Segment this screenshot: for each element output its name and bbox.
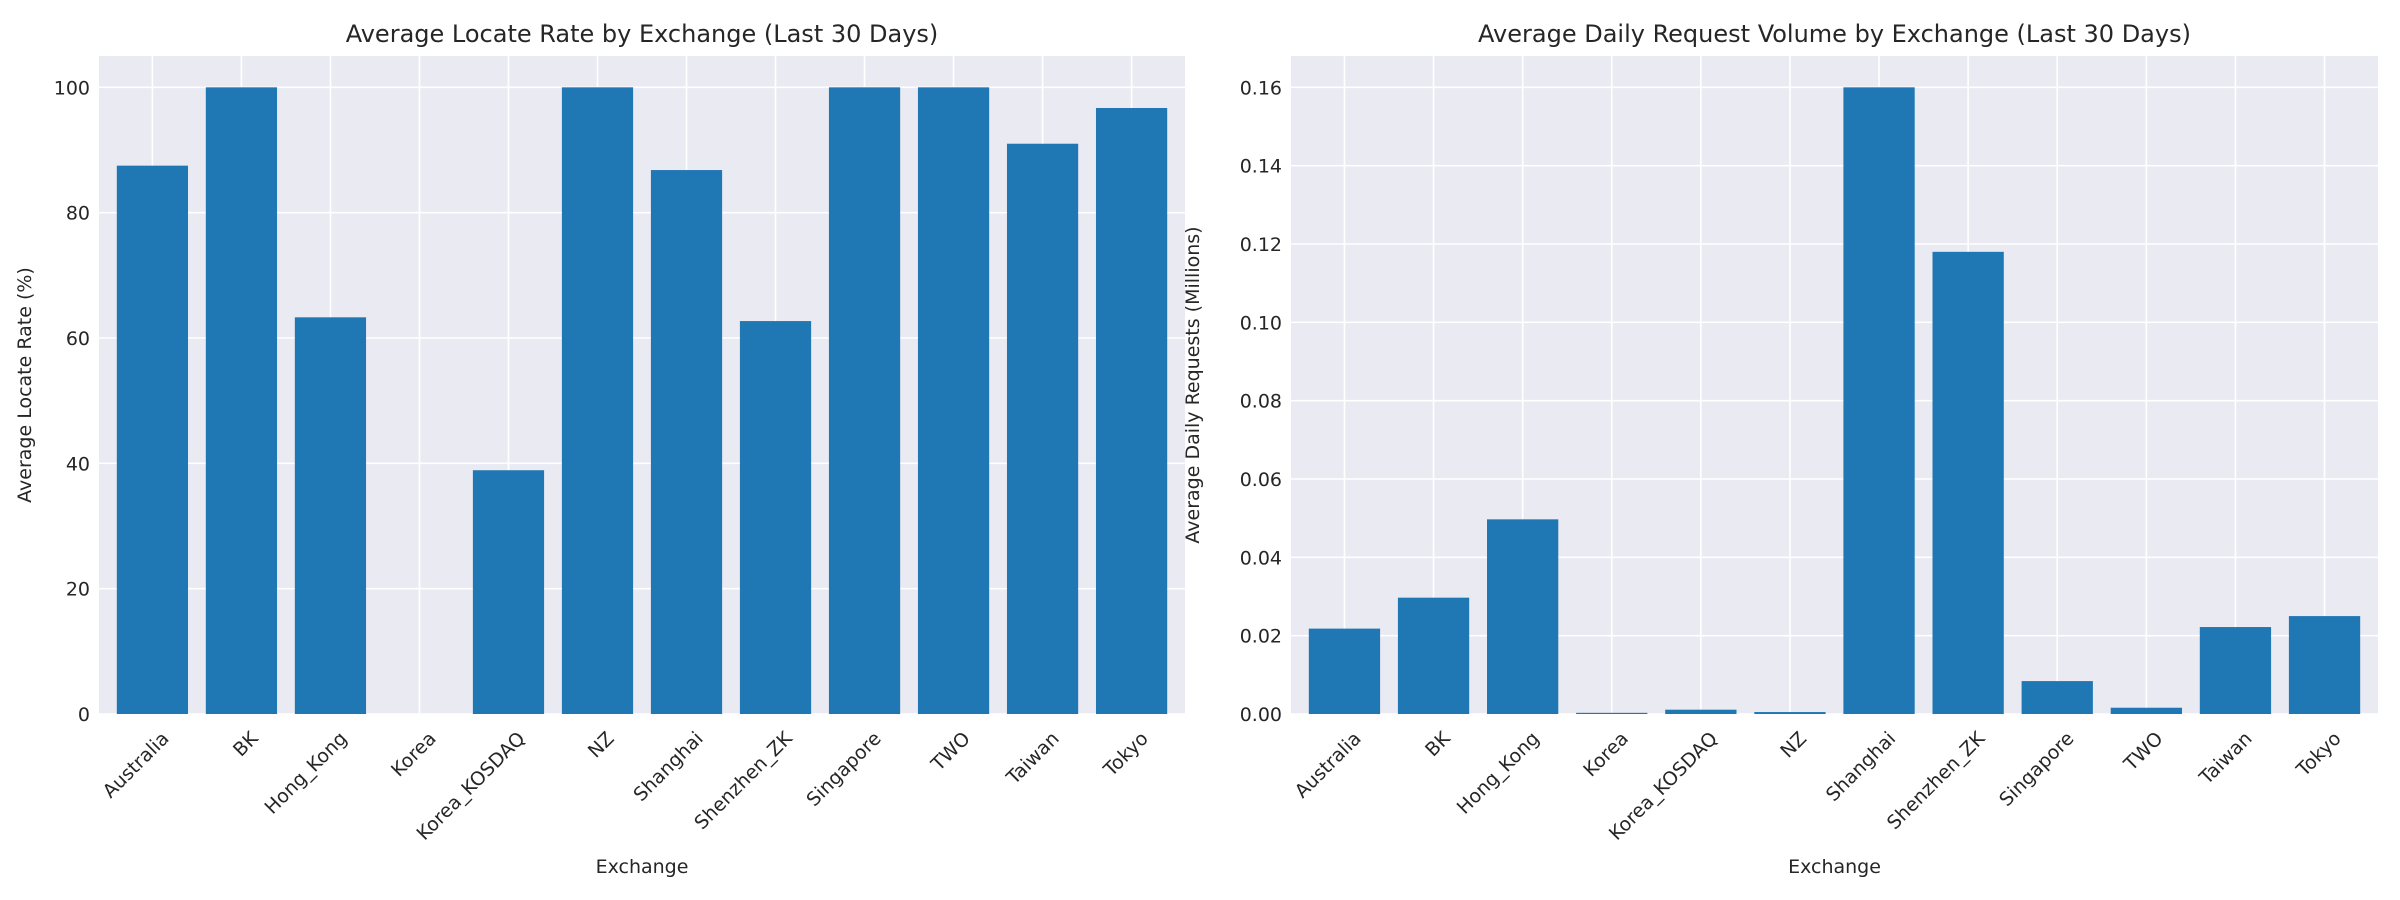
bar <box>650 170 723 714</box>
x-tick-label: Tokyo <box>1099 728 1153 782</box>
x-tick-label: Australia <box>1291 728 1366 803</box>
x-tick-label: Singapore <box>1995 728 2078 811</box>
x-tick-label: Shanghai <box>629 728 707 806</box>
x-tick-label: Korea <box>1579 728 1633 782</box>
bar <box>828 87 901 715</box>
bar <box>294 317 367 714</box>
y-tick-label: 0 <box>78 704 90 726</box>
x-tick-label: NZ <box>584 728 619 763</box>
bar <box>2110 707 2182 714</box>
bar <box>2021 681 2093 714</box>
request-volume-chart: 0.00 0.02 0.04 0.06 0.08 0.10 0.12 0.14 0.16 Aust… <box>1182 20 2378 878</box>
x-tick-label: BK <box>229 727 263 761</box>
bar <box>1095 108 1168 715</box>
x-tick-label: Hong_Kong <box>261 728 352 819</box>
y-tick-label: 0.12 <box>1240 234 1282 256</box>
bar <box>1397 597 1470 714</box>
bar <box>2288 616 2361 714</box>
x-tick-label: TWO <box>2119 728 2167 776</box>
bar <box>1006 143 1079 714</box>
y-tick-label: 0.02 <box>1240 626 1282 648</box>
chart-title: Average Locate Rate by Exchange (Last 30… <box>346 20 939 48</box>
bar <box>739 321 812 714</box>
y-tick-label: 80 <box>66 203 90 225</box>
x-tick-label: Australia <box>99 728 174 803</box>
bar <box>1487 519 1559 714</box>
x-tick-label: Singapore <box>802 728 885 811</box>
y-tick-label: 20 <box>66 579 90 601</box>
x-tick-label: NZ <box>1776 728 1811 763</box>
bar <box>472 470 545 714</box>
y-tick-label: 60 <box>66 328 90 350</box>
y-tick-label: 40 <box>66 453 90 475</box>
x-tick-label: Taiwan <box>1002 728 1064 790</box>
plot-background <box>99 56 1185 714</box>
y-tick-label: 0.04 <box>1240 547 1282 569</box>
y-axis-label: Average Daily Requests (Millions) <box>1182 226 1204 543</box>
bar <box>1932 251 2004 715</box>
x-axis-label: Exchange <box>1788 856 1881 878</box>
x-axis-label: Exchange <box>596 856 689 878</box>
y-tick-label: 0.08 <box>1240 391 1282 413</box>
x-tick-label: Tokyo <box>2292 728 2346 782</box>
y-tick-label: 100 <box>54 77 90 99</box>
chart-title: Average Daily Request Volume by Exchange… <box>1478 20 2191 48</box>
bar <box>205 87 278 715</box>
y-tick-label: 0.14 <box>1240 156 1282 178</box>
bar <box>1754 712 1826 714</box>
bar <box>561 87 634 715</box>
x-tick-label: TWO <box>926 728 974 776</box>
x-tick-label: Korea <box>387 728 441 782</box>
y-tick-label: 0.16 <box>1240 77 1282 99</box>
x-tick-label: BK <box>1421 727 1455 761</box>
bar <box>2199 627 2272 714</box>
bar <box>1308 628 1381 714</box>
bar <box>917 87 990 715</box>
bar <box>116 165 189 714</box>
bar <box>1843 87 1915 715</box>
y-axis-label: Average Locate Rate (%) <box>14 267 36 503</box>
y-tick-label: 0.10 <box>1240 312 1282 334</box>
x-tick-label: Taiwan <box>2195 728 2257 790</box>
x-tick-label: Shanghai <box>1822 728 1900 806</box>
bar <box>1576 712 1648 714</box>
y-tick-label: 0.06 <box>1240 469 1282 491</box>
y-tick-label: 0.00 <box>1240 704 1282 726</box>
bar <box>1665 709 1737 714</box>
x-tick-label: Hong_Kong <box>1453 728 1544 819</box>
